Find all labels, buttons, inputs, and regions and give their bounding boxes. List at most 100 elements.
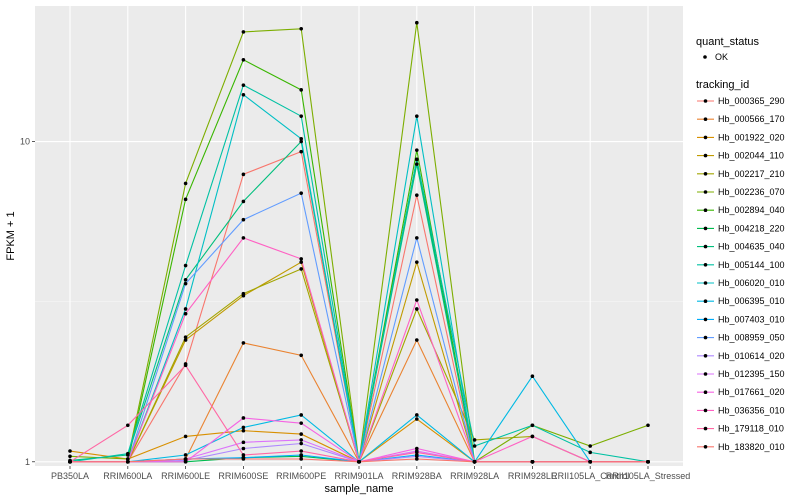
- x-tick-label: RRIM901LA: [334, 471, 383, 481]
- data-point: [415, 417, 419, 421]
- data-point: [183, 307, 188, 311]
- legend-series-label: Hb_000566_170: [718, 114, 785, 124]
- data-point: [299, 457, 304, 461]
- data-point: [415, 307, 419, 311]
- x-tick-label: RRIM928BA: [392, 471, 442, 481]
- data-point: [241, 199, 246, 204]
- data-point: [241, 453, 246, 457]
- legend-color-key-point: [703, 117, 708, 121]
- data-point: [357, 459, 361, 464]
- data-point: [299, 88, 304, 92]
- data-point: [241, 416, 246, 420]
- data-point: [241, 425, 246, 430]
- legend-color-key-point: [703, 226, 708, 231]
- data-point: [241, 57, 246, 62]
- data-point: [646, 459, 650, 464]
- data-point: [530, 423, 535, 428]
- data-point: [415, 236, 419, 240]
- x-tick-label: RRIM600LA: [103, 471, 152, 481]
- legend-series-label: Hb_017661_020: [718, 387, 785, 397]
- data-point: [299, 257, 304, 261]
- legend-color-key-point: [703, 335, 708, 340]
- data-point: [241, 428, 246, 433]
- legend-series-label: Hb_006395_010: [718, 296, 785, 306]
- legend-color-key-point: [703, 426, 708, 431]
- data-point: [588, 450, 592, 455]
- data-point: [472, 459, 477, 464]
- data-point: [68, 449, 72, 453]
- legend-shape-label: OK: [715, 52, 728, 62]
- legend-color-key-point: [703, 372, 708, 376]
- data-point: [299, 149, 304, 154]
- data-point: [68, 459, 72, 464]
- y-tick-label: 10: [20, 137, 30, 147]
- legend-point-key: [703, 55, 707, 59]
- legend-series-label: Hb_006020_010: [718, 278, 785, 288]
- data-point: [472, 438, 477, 442]
- data-point: [415, 450, 419, 455]
- data-point: [183, 311, 188, 316]
- x-tick-label: RRIM600SE: [218, 471, 268, 481]
- data-point: [241, 440, 246, 445]
- data-point: [299, 139, 304, 144]
- legend-color-key-point: [703, 408, 708, 413]
- data-point: [415, 446, 419, 451]
- legend-series-label: Hb_008959_050: [718, 333, 785, 343]
- data-point: [241, 446, 246, 451]
- legend-series-label: Hb_004218_220: [718, 223, 785, 233]
- data-point: [183, 281, 188, 286]
- legend-series-label: Hb_007403_010: [718, 314, 785, 324]
- legend-series-label: Hb_004635_040: [718, 242, 785, 252]
- data-point: [530, 459, 535, 464]
- data-point: [241, 30, 246, 34]
- data-point: [299, 114, 304, 118]
- data-point: [299, 421, 304, 425]
- legend-color-key-point: [703, 390, 708, 395]
- data-point: [241, 92, 246, 97]
- data-point: [241, 217, 246, 222]
- x-tick-label: RRIM600PE: [276, 471, 326, 481]
- data-point: [183, 457, 188, 461]
- data-point: [126, 451, 130, 456]
- data-point: [183, 197, 188, 202]
- legend-color-key-point: [703, 99, 708, 103]
- data-point: [183, 338, 188, 342]
- legend-color-key-point: [703, 135, 708, 140]
- legend-color-key-point: [703, 172, 708, 176]
- data-point: [588, 459, 592, 464]
- legend-color-key-point: [703, 190, 708, 194]
- data-point: [241, 83, 246, 87]
- data-point: [415, 114, 419, 118]
- data-point: [183, 434, 188, 439]
- data-point: [183, 459, 188, 464]
- legend-color-key-point: [703, 354, 708, 358]
- legend-series-label: Hb_001922_020: [718, 132, 785, 142]
- data-point: [183, 263, 188, 268]
- data-point: [415, 338, 419, 342]
- data-point: [299, 438, 304, 442]
- x-tick-label: RRIM600LE: [161, 471, 210, 481]
- legend-series-label: Hb_179118_010: [718, 424, 784, 434]
- data-point: [68, 454, 72, 459]
- legend-series-label: Hb_002236_070: [718, 187, 785, 197]
- data-point: [530, 434, 535, 439]
- data-point: [299, 441, 304, 446]
- data-point: [241, 341, 246, 345]
- data-point: [415, 162, 419, 166]
- data-point: [415, 148, 419, 152]
- x-tick-label: RRII105LA_Control: [551, 471, 629, 481]
- data-point: [299, 453, 304, 457]
- legend-series-label: Hb_036356_010: [718, 405, 785, 415]
- data-point: [299, 191, 304, 195]
- legend-series-label: Hb_012395_150: [718, 369, 785, 379]
- legend-color-key-point: [703, 317, 708, 322]
- data-point: [299, 432, 304, 436]
- data-point: [183, 181, 188, 186]
- x-tick-label: RRII105LA_Stressed: [606, 471, 691, 481]
- data-point: [126, 459, 130, 464]
- data-point: [415, 20, 419, 25]
- data-point: [588, 444, 592, 448]
- data-point: [299, 267, 304, 271]
- legend-color-key-point: [703, 263, 708, 267]
